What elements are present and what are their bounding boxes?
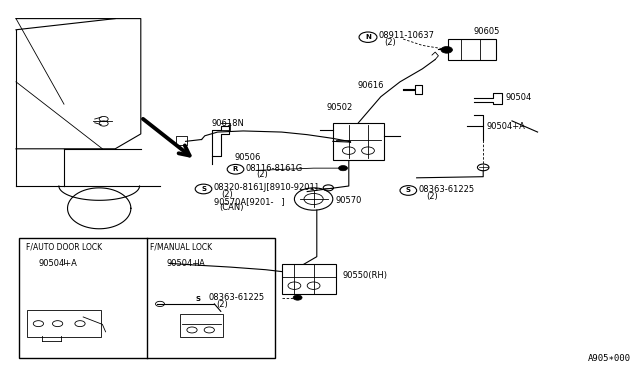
Bar [282,264,336,294]
Text: F/MANUAL LOCK: F/MANUAL LOCK [150,243,212,251]
Text: (2): (2) [256,170,268,179]
Text: N: N [365,34,371,40]
Text: 90570A[9201-   ]: 90570A[9201- ] [214,197,284,206]
FancyBboxPatch shape [27,310,101,337]
Text: (2): (2) [221,190,233,199]
Circle shape [339,166,348,171]
Bar [448,39,496,60]
Text: 90504: 90504 [506,93,532,102]
Text: (2): (2) [216,300,228,309]
Text: 08911-10637: 08911-10637 [378,31,435,40]
Text: 08363-61225: 08363-61225 [419,185,475,194]
Text: R: R [233,166,238,172]
Text: 90502: 90502 [326,103,353,112]
Text: S: S [196,296,201,302]
Text: 90504+A: 90504+A [486,122,525,131]
Text: (2): (2) [384,38,396,46]
Circle shape [441,46,452,53]
Text: 08363-61225: 08363-61225 [209,293,265,302]
Bar [333,123,384,160]
Text: 08320-8161J[8910-9201]: 08320-8161J[8910-9201] [214,183,319,192]
Text: 90504+A: 90504+A [166,259,205,267]
Text: F/AUTO DOOR LOCK: F/AUTO DOOR LOCK [26,243,102,251]
FancyBboxPatch shape [180,314,223,337]
Text: S: S [406,187,411,193]
Text: 90616: 90616 [357,81,383,90]
Text: 90506: 90506 [234,153,260,162]
Text: 90570: 90570 [336,196,362,205]
Text: 90618N: 90618N [211,119,244,128]
Text: 90504+A: 90504+A [38,259,77,267]
Text: A905∗000: A905∗000 [588,354,630,363]
Text: 08116-8161G: 08116-8161G [246,164,303,173]
Bar [19,238,275,358]
Text: (2): (2) [426,192,438,201]
Circle shape [293,295,302,300]
Text: 90605: 90605 [474,27,500,36]
Text: S: S [201,186,206,192]
Text: (CAN): (CAN) [219,203,243,212]
Text: 90550(RH): 90550(RH) [342,271,387,280]
